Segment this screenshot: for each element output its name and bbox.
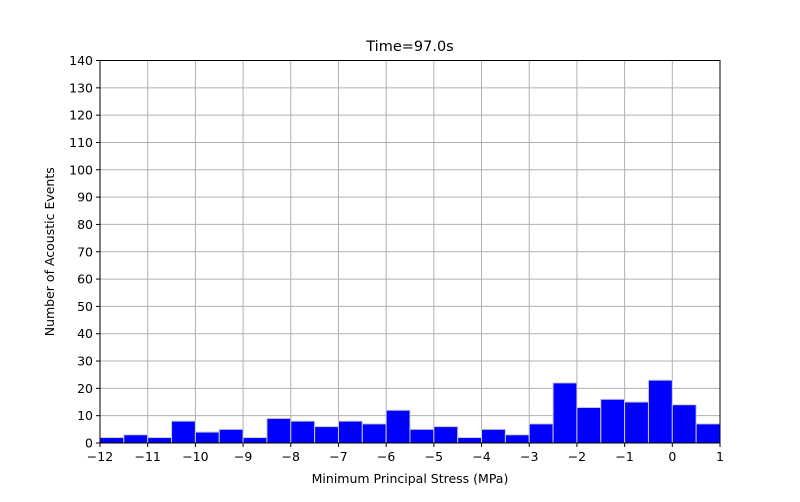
histogram-bar (242, 437, 268, 444)
histogram-bar (314, 426, 339, 444)
histogram-bar (337, 420, 363, 444)
histogram-bar (433, 426, 459, 444)
histogram-bar (552, 382, 578, 444)
x-tick-label: −1 (615, 449, 633, 464)
histogram-bar (147, 437, 173, 444)
histogram-bar (647, 379, 673, 444)
x-tick-label: −6 (377, 449, 395, 464)
histogram-bar (361, 423, 387, 444)
histogram-bar (481, 428, 506, 444)
histogram-bar (171, 420, 196, 444)
y-tick-label: 40 (77, 326, 93, 341)
y-tick-label: 60 (77, 272, 93, 287)
x-tick-label: −3 (520, 449, 538, 464)
histogram-bar (290, 420, 316, 444)
y-tick-label: 90 (77, 190, 93, 205)
histogram-bar (528, 423, 554, 444)
x-tick-label: −12 (87, 449, 113, 464)
histogram-bar (409, 428, 435, 444)
x-axis-ticks: −12 −11 −10 −9 −8 −7 −6 −5 −4 −3 −2 −1 0 1 (87, 443, 724, 464)
y-tick-label: 120 (69, 108, 93, 123)
x-tick-label: 1 (716, 449, 724, 464)
histogram-bar (99, 437, 125, 444)
x-tick-label: −5 (425, 449, 443, 464)
histogram-bar (123, 434, 149, 444)
y-tick-label: 110 (69, 135, 93, 150)
histogram-bar (218, 428, 244, 444)
x-tick-label: −2 (568, 449, 586, 464)
y-tick-label: 100 (69, 162, 93, 177)
y-axis-ticks: 0 10 20 30 40 50 60 70 80 90 100 110 120 130 140 (69, 53, 100, 451)
y-tick-label: 80 (77, 217, 93, 232)
x-tick-label: −11 (134, 449, 160, 464)
histogram-bars (99, 379, 721, 444)
y-tick-label: 130 (69, 80, 93, 95)
chart-title: Time=97.0s (365, 39, 453, 55)
y-tick-label: 30 (77, 354, 93, 369)
histogram-bar (457, 437, 483, 444)
y-tick-label: 0 (85, 436, 93, 451)
y-tick-label: 50 (77, 299, 93, 314)
y-tick-label: 20 (77, 381, 93, 396)
histogram-bar (576, 406, 602, 444)
y-tick-label: 70 (77, 244, 93, 259)
y-axis-label: Number of Acoustic Events (42, 167, 57, 336)
y-tick-label: 140 (69, 53, 93, 68)
x-tick-label: −7 (329, 449, 347, 464)
histogram-bar (504, 434, 530, 444)
grid-lines (99, 60, 721, 444)
x-tick-label: −8 (282, 449, 300, 464)
y-tick-label: 10 (77, 408, 93, 423)
histogram-bar (600, 398, 626, 444)
x-axis-label: Minimum Principal Stress (MPa) (312, 471, 509, 486)
histogram-bar (266, 417, 292, 444)
histogram-bar (194, 431, 220, 444)
histogram-bar (624, 401, 649, 444)
x-tick-label: −10 (182, 449, 208, 464)
histogram-bar (385, 409, 411, 444)
histogram-bar (695, 423, 721, 444)
x-tick-label: −9 (234, 449, 252, 464)
x-tick-label: 0 (668, 449, 676, 464)
histogram-bar (671, 404, 697, 444)
x-tick-label: −4 (472, 449, 490, 464)
